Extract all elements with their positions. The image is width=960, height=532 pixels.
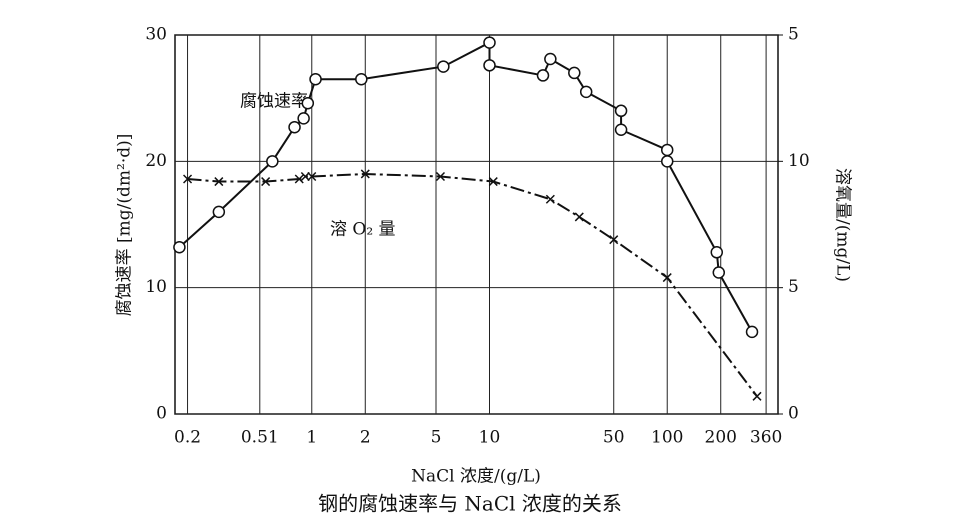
series-line: [178, 40, 753, 333]
marker: [568, 66, 581, 80]
marker: [488, 177, 498, 187]
y-tick-label: 30: [145, 25, 167, 45]
x-tick-label: 360: [750, 428, 782, 448]
marker: [545, 194, 555, 204]
y-axis-label: 腐蚀速率 [mg/(dm²·d)]: [115, 134, 135, 317]
marker: [309, 72, 322, 86]
series-line: [187, 172, 758, 397]
x-axis-label: NaCl 浓度/(g/L): [411, 467, 541, 487]
marker: [660, 143, 674, 157]
y2-tick-label: 5: [788, 277, 799, 297]
chart-title: 钢的腐蚀速率与 NaCl 浓度的关系: [318, 492, 622, 516]
marker: [609, 235, 619, 245]
annotation: 溶 O₂ 量: [330, 220, 396, 240]
marker: [214, 177, 224, 187]
marker: [579, 85, 593, 99]
x-tick-label: 0.2: [174, 428, 201, 448]
marker: [212, 205, 226, 219]
x-tick-label: 10: [479, 428, 501, 448]
marker: [614, 123, 628, 136]
marker: [614, 104, 628, 118]
marker: [483, 36, 496, 49]
marker: [660, 155, 674, 168]
marker: [437, 60, 450, 73]
marker: [574, 212, 584, 222]
marker: [355, 72, 368, 86]
marker: [183, 174, 193, 184]
x-tick-label: 200: [705, 428, 737, 448]
marker: [300, 171, 310, 182]
marker: [173, 240, 186, 254]
marker: [662, 273, 672, 283]
x-tick-label: 2: [360, 428, 371, 448]
marker: [301, 96, 315, 110]
y2-tick-label: 5: [788, 25, 799, 45]
marker: [712, 266, 726, 279]
marker: [360, 169, 370, 179]
y2-tick-label: 0: [788, 404, 799, 424]
x-tick-label: 0.51: [241, 428, 279, 448]
marker: [544, 52, 557, 66]
marker: [261, 177, 271, 187]
marker: [288, 120, 301, 134]
marker: [435, 171, 446, 182]
marker: [266, 155, 279, 168]
marker: [710, 246, 724, 259]
x-tick-label: 100: [651, 428, 683, 448]
y2-tick-label: 10: [788, 151, 810, 171]
x-tick-label: 1: [306, 428, 317, 448]
x-tick-label: 50: [603, 428, 625, 448]
y-tick-label: 20: [145, 151, 167, 171]
marker: [297, 112, 310, 125]
y-tick-label: 0: [156, 404, 167, 424]
annotation: 腐蚀速率: [240, 92, 308, 112]
y-tick-label: 10: [145, 277, 167, 297]
marker: [294, 174, 304, 184]
x-tick-label: 5: [431, 428, 442, 448]
marker: [752, 391, 762, 401]
y2-axis-label: 溶氧量/(mg/L): [833, 168, 853, 282]
marker: [307, 171, 317, 182]
marker: [536, 69, 550, 82]
marker: [745, 325, 759, 339]
marker: [483, 59, 496, 72]
